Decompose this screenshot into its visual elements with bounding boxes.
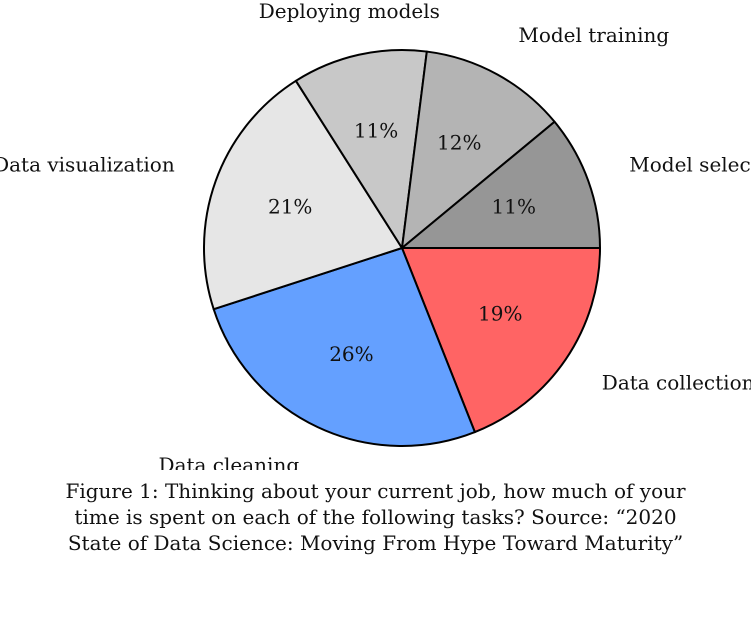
pie-slice-deploying-models — [294, 49, 428, 249]
percent-label-data-collection: 19% — [478, 301, 522, 325]
category-label-model-selection: Model selection — [629, 153, 751, 177]
figure-caption: Figure 1: Thinking about your current jo… — [65, 479, 686, 555]
category-label-model-training: Model training — [518, 23, 669, 47]
pie-slice-data-visualization — [203, 79, 403, 311]
percent-label-deploying-models: 11% — [354, 119, 398, 143]
percent-label-model-training: 12% — [437, 130, 481, 154]
category-label-deploying-models: Deploying models — [259, 0, 440, 23]
category-label-data-collection: Data collection — [602, 370, 751, 394]
pie-slice-model-training — [401, 50, 556, 249]
category-labels: Data collection Data cleaning Data visuali… — [0, 0, 751, 470]
pie-slice-data-cleaning — [212, 247, 476, 447]
percent-label-model-selection: 11% — [492, 194, 536, 218]
percent-label-data-cleaning: 26% — [329, 342, 373, 366]
category-label-data-visualization: Data visualization — [0, 153, 175, 177]
pie-slices — [203, 49, 601, 447]
pie-slice-data-collection — [401, 247, 601, 434]
percent-labels: 19% 26% 21% 11% 12% 11% — [268, 119, 536, 366]
percent-label-data-visualization: 21% — [268, 194, 312, 218]
pie-slice-model-selection — [401, 120, 601, 249]
category-label-data-cleaning: Data cleaning — [159, 453, 300, 470]
